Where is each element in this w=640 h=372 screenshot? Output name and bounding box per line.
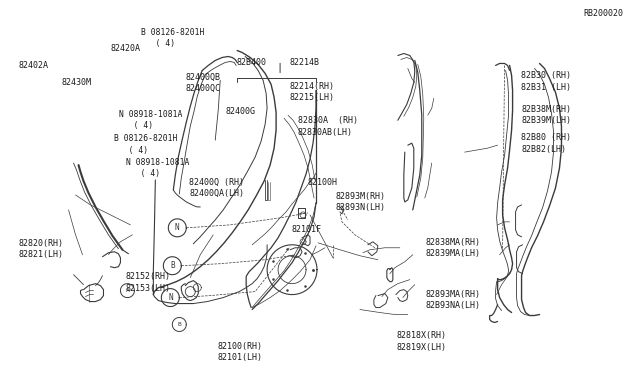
Text: 82430M: 82430M	[61, 78, 92, 87]
Text: 82100(RH)
82101(LH): 82100(RH) 82101(LH)	[218, 341, 262, 362]
Text: 82402A: 82402A	[19, 61, 49, 70]
Text: 82400G: 82400G	[225, 107, 255, 116]
Text: 82818X(RH)
82819X(LH): 82818X(RH) 82819X(LH)	[397, 331, 447, 352]
Text: B 08126-8201H
   ( 4): B 08126-8201H ( 4)	[115, 134, 178, 155]
Text: 82400Q (RH)
82400QA(LH): 82400Q (RH) 82400QA(LH)	[189, 177, 244, 198]
Text: 82B80 (RH)
82B82(LH): 82B80 (RH) 82B82(LH)	[521, 133, 571, 154]
Text: N: N	[175, 223, 180, 232]
Text: 82101F: 82101F	[291, 225, 321, 234]
Text: 82B38M(RH)
82B39M(LH): 82B38M(RH) 82B39M(LH)	[521, 105, 571, 125]
Text: 82214B: 82214B	[289, 58, 319, 67]
Text: 82830A  (RH)
82830AB(LH): 82830A (RH) 82830AB(LH)	[298, 116, 358, 137]
Text: B 08126-8201H
   ( 4): B 08126-8201H ( 4)	[141, 28, 205, 48]
Text: 82B400: 82B400	[237, 58, 267, 67]
Text: N 08918-1081A
   ( 4): N 08918-1081A ( 4)	[126, 158, 189, 179]
Text: RB200020: RB200020	[583, 9, 623, 18]
Text: 82838MA(RH)
82839MA(LH): 82838MA(RH) 82839MA(LH)	[426, 238, 481, 259]
Text: 82214(RH)
82215(LH): 82214(RH) 82215(LH)	[289, 82, 334, 102]
Text: 82B30 (RH)
82B31 (LH): 82B30 (RH) 82B31 (LH)	[521, 71, 571, 92]
Text: 82820(RH)
82821(LH): 82820(RH) 82821(LH)	[19, 239, 63, 259]
Text: B: B	[177, 322, 181, 327]
Text: 82893MA(RH)
82B93NA(LH): 82893MA(RH) 82B93NA(LH)	[426, 290, 481, 310]
Text: B: B	[170, 261, 175, 270]
Text: A: A	[125, 288, 129, 293]
Text: 82893M(RH)
82893N(LH): 82893M(RH) 82893N(LH)	[336, 192, 386, 212]
Text: 82400QB
82400QC: 82400QB 82400QC	[186, 73, 221, 93]
Text: N 08918-1081A
   ( 4): N 08918-1081A ( 4)	[119, 110, 182, 130]
Text: N: N	[168, 293, 173, 302]
Text: 82152(RH)
82153(LH): 82152(RH) 82153(LH)	[125, 272, 170, 293]
Text: 82420A: 82420A	[111, 44, 141, 52]
Text: 82100H: 82100H	[307, 178, 337, 187]
